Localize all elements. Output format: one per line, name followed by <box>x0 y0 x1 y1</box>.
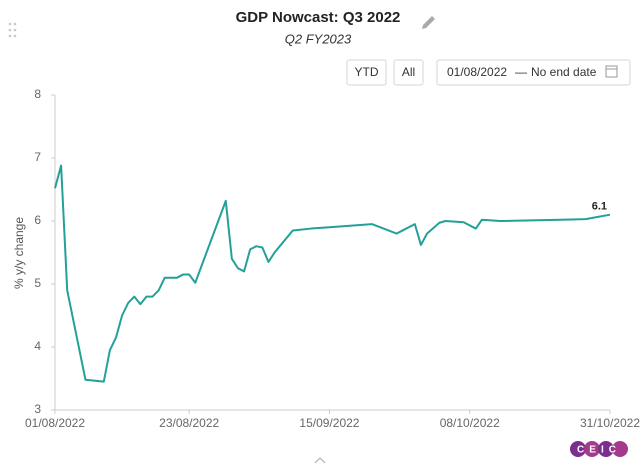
chart-subtitle: Q2 FY2023 <box>285 31 352 46</box>
last-value-label: 6.1 <box>592 201 607 213</box>
y-axis-label: % y/y change <box>12 217 26 289</box>
y-tick-label: 8 <box>34 87 41 101</box>
x-tick-label: 31/10/2022 <box>580 416 640 430</box>
x-tick-label: 23/08/2022 <box>159 416 219 430</box>
start-date: 01/08/2022 <box>447 65 507 79</box>
logo-text: CEIC <box>577 445 621 456</box>
date-range-picker[interactable] <box>436 59 631 86</box>
ytd-button[interactable] <box>346 59 387 86</box>
x-tick-label: 08/10/2022 <box>440 416 500 430</box>
all-label: All <box>402 65 415 79</box>
collapse-caret[interactable] <box>314 457 326 464</box>
y-tick-label: 6 <box>34 213 41 227</box>
drag-handle[interactable] <box>8 22 17 38</box>
x-tick-label: 01/08/2022 <box>25 416 85 430</box>
calendar-icon[interactable] <box>605 65 618 78</box>
y-tick-label: 3 <box>34 402 41 416</box>
y-tick-label: 4 <box>34 339 41 353</box>
y-tick-label: 7 <box>34 150 41 164</box>
date-separator: — <box>515 65 527 79</box>
logo: CEIC <box>570 441 628 457</box>
x-tick-label: 15/09/2022 <box>299 416 359 430</box>
end-date: No end date <box>531 65 597 79</box>
ytd-label: YTD <box>355 65 379 79</box>
y-tick-label: 5 <box>34 276 41 290</box>
all-button[interactable] <box>393 59 424 86</box>
series-line <box>54 164 611 383</box>
edit-icon[interactable] <box>422 16 435 29</box>
chart-title: GDP Nowcast: Q3 2022 <box>236 9 401 26</box>
